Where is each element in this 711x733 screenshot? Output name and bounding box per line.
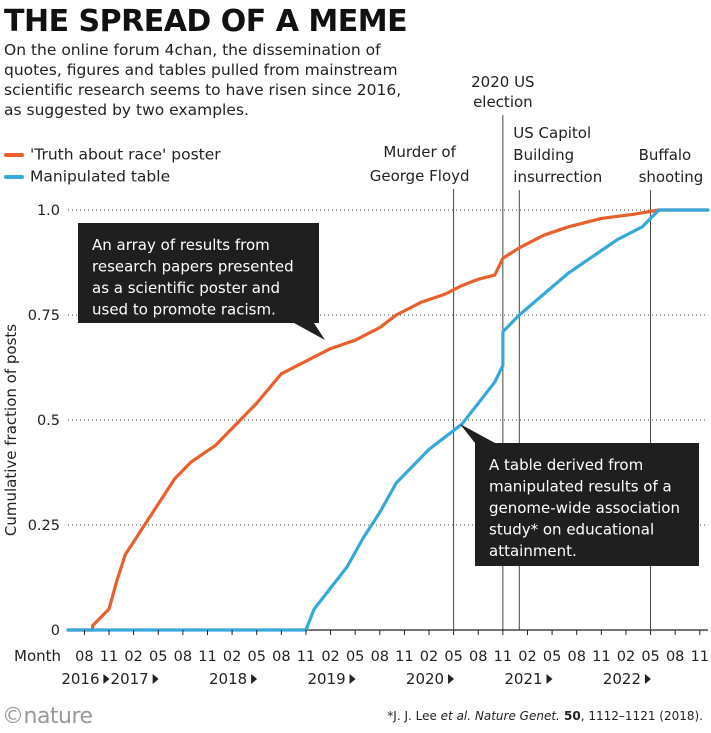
callout-text: An array of results from <box>92 236 270 254</box>
callout-pointer <box>294 323 325 340</box>
event-label: Building <box>513 146 574 164</box>
y-axis-label: Cumulative fraction of posts <box>2 324 20 536</box>
year-label: 2019 <box>307 670 345 688</box>
legend-label-poster: 'Truth about race' poster <box>30 145 221 164</box>
y-tick-label: 0.5 <box>37 413 60 429</box>
x-tick-label: 02 <box>321 649 339 665</box>
event-label: Buffalo <box>639 146 692 164</box>
year-label: 2016 <box>61 670 99 688</box>
x-tick-label: 02 <box>420 649 438 665</box>
callout-box <box>475 443 699 566</box>
x-tick-label: 05 <box>149 649 167 665</box>
year-arrow-icon <box>448 674 455 684</box>
x-tick-label: 02 <box>518 649 536 665</box>
callout-text: as a scientific poster and <box>92 279 280 297</box>
year-arrow-icon <box>251 674 258 684</box>
x-tick-label: 08 <box>174 649 192 665</box>
event-label: US Capitol <box>513 124 591 142</box>
callout-text: genome-wide association <box>489 499 680 517</box>
event-label: 2020 US <box>471 73 534 91</box>
x-tick-label: 11 <box>198 649 216 665</box>
event-label: insurrection <box>513 168 602 186</box>
chart-title: THE SPREAD OF A MEME <box>4 4 408 39</box>
x-tick-label: 05 <box>247 649 265 665</box>
legend-label-table: Manipulated table <box>30 167 171 186</box>
x-tick-label: 05 <box>641 649 659 665</box>
x-tick-label: 08 <box>469 649 487 665</box>
x-tick-label: 02 <box>124 649 142 665</box>
x-tick-label: 08 <box>371 649 389 665</box>
callout-text: used to promote racism. <box>92 301 276 319</box>
legend-item-poster: 'Truth about race' poster <box>4 144 221 164</box>
year-arrow-icon <box>546 674 553 684</box>
y-tick-label: 1.0 <box>37 203 60 219</box>
x-tick-label: 11 <box>395 649 413 665</box>
x-axis-label: Month <box>14 647 61 665</box>
x-tick-label: 08 <box>666 649 684 665</box>
year-arrow-icon <box>644 674 651 684</box>
callout-text: attainment. <box>489 542 577 560</box>
year-arrow-icon <box>349 674 356 684</box>
year-label: 2020 <box>406 670 444 688</box>
callout-text: A table derived from <box>489 456 643 474</box>
year-label: 2018 <box>209 670 247 688</box>
event-label: election <box>473 93 533 111</box>
legend-item-table: Manipulated table <box>4 166 170 186</box>
year-label: 2017 <box>111 670 149 688</box>
chart-subtitle: On the online forum 4chan, the dissemina… <box>4 41 402 119</box>
year-label: 2022 <box>603 670 641 688</box>
legend-swatch-table <box>4 174 24 179</box>
event-label: George Floyd <box>370 167 470 185</box>
callout-text: manipulated results of a <box>489 478 672 496</box>
legend-swatch-poster <box>4 152 24 157</box>
callout-box <box>78 223 319 323</box>
x-tick-label: 02 <box>223 649 241 665</box>
callout-text: research papers presented <box>92 258 294 276</box>
x-tick-label: 05 <box>444 649 462 665</box>
event-label: shooting <box>639 168 704 186</box>
x-tick-label: 08 <box>567 649 585 665</box>
y-tick-label: 0 <box>51 623 60 639</box>
nature-logo: ©nature <box>2 704 93 729</box>
callout-pointer <box>460 424 495 443</box>
year-arrow-icon <box>103 674 110 684</box>
year-label: 2021 <box>504 670 542 688</box>
series-line-table <box>66 208 710 632</box>
x-tick-label: 05 <box>543 649 561 665</box>
x-tick-label: 11 <box>100 649 118 665</box>
x-tick-label: 11 <box>592 649 610 665</box>
x-tick-label: 02 <box>617 649 635 665</box>
x-tick-label: 08 <box>75 649 93 665</box>
x-tick-label: 08 <box>272 649 290 665</box>
y-tick-label: 0.75 <box>28 308 60 324</box>
year-arrow-icon <box>152 674 159 684</box>
footnote: *J. J. Lee et al. Nature Genet. 50, 1112… <box>387 709 703 723</box>
x-tick-label: 11 <box>297 649 315 665</box>
x-tick-label: 05 <box>346 649 364 665</box>
callout-text: study* on educational <box>489 521 654 539</box>
y-tick-label: 0.25 <box>28 518 60 534</box>
x-tick-label: 11 <box>691 649 709 665</box>
x-tick-label: 11 <box>494 649 512 665</box>
event-label: Murder of <box>383 143 456 161</box>
series-line-poster <box>66 208 710 632</box>
